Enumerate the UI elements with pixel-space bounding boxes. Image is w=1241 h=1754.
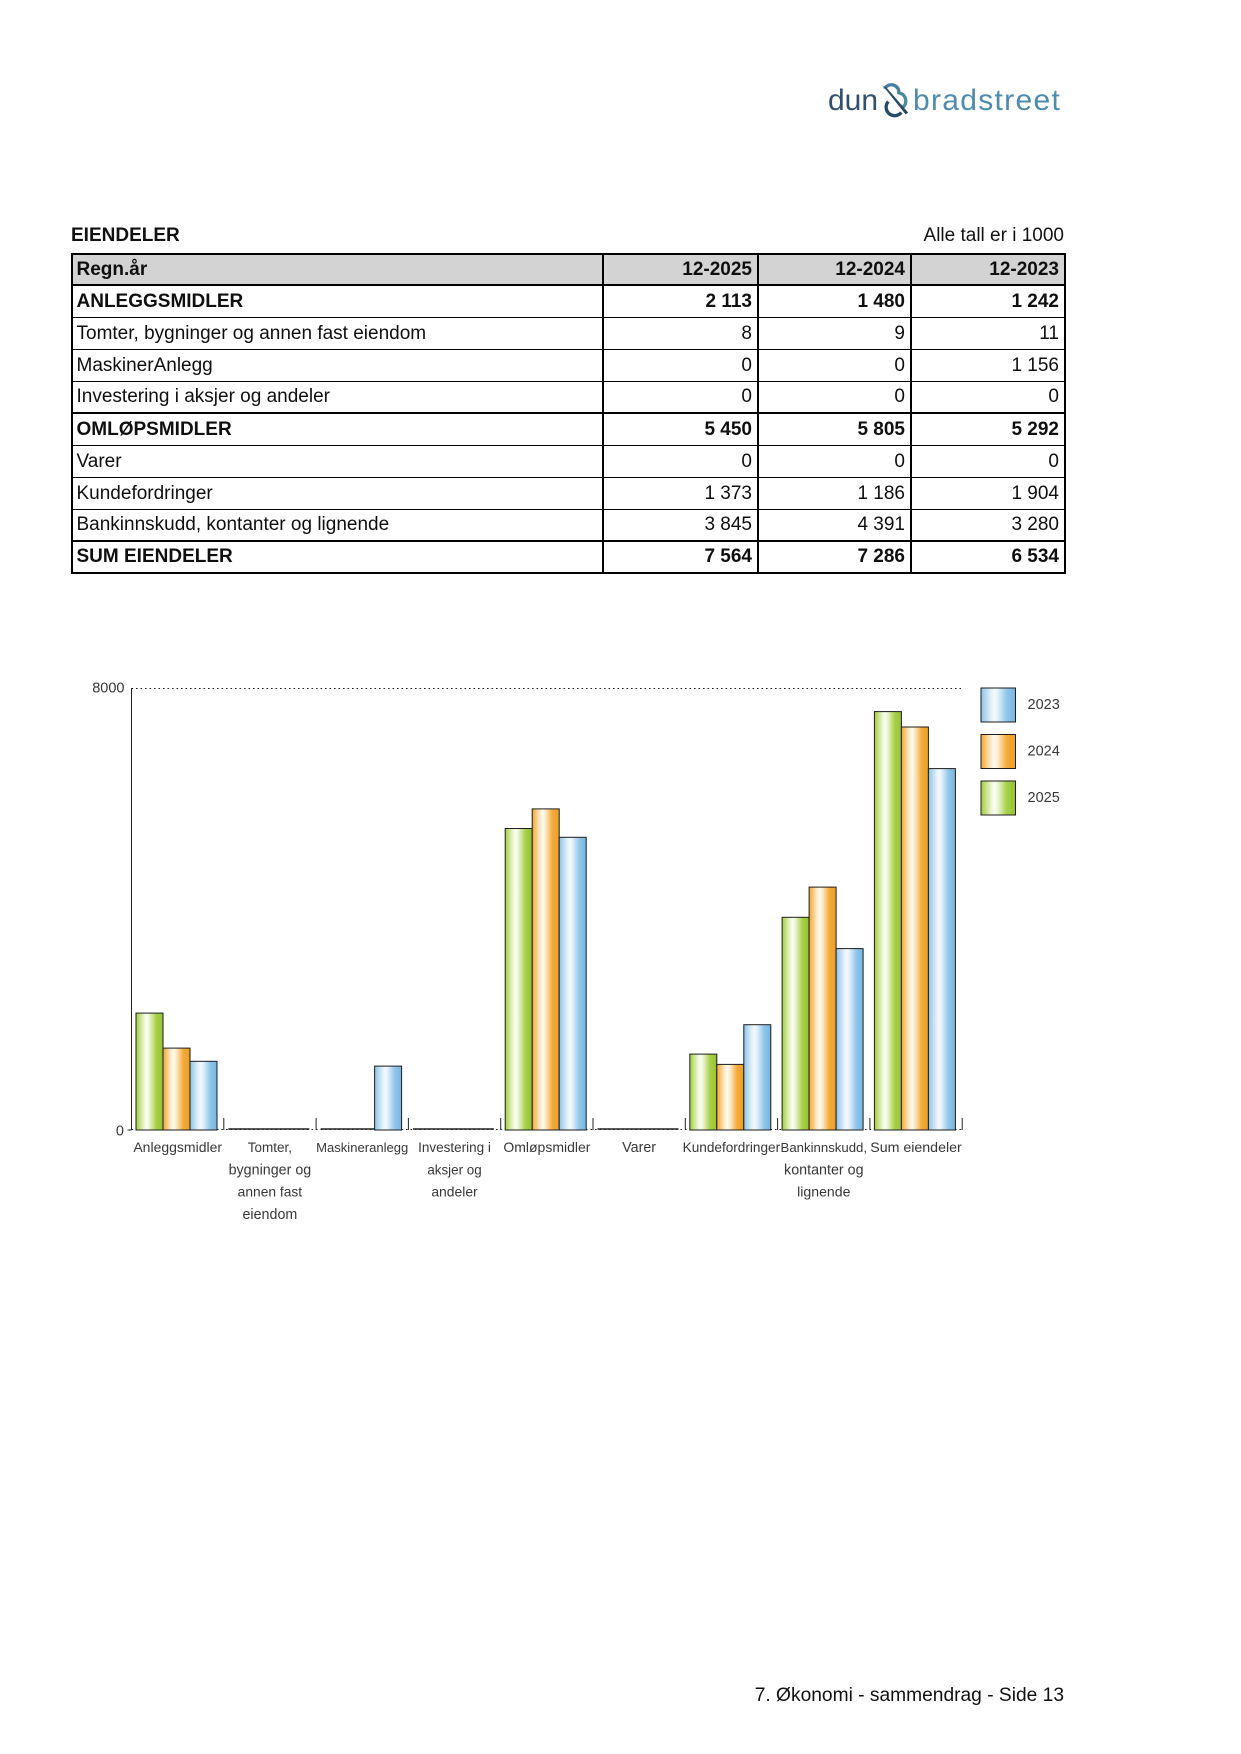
svg-text:bygninger og: bygninger og xyxy=(229,1162,312,1178)
svg-text:8000: 8000 xyxy=(92,681,124,697)
svg-text:Varer: Varer xyxy=(622,1140,656,1156)
svg-text:annen fast: annen fast xyxy=(238,1185,303,1200)
svg-text:aksjer og: aksjer og xyxy=(427,1162,481,1177)
svg-text:lignende: lignende xyxy=(797,1184,850,1200)
svg-text:Sum eiendeler: Sum eiendeler xyxy=(870,1140,962,1156)
svg-text:Omløpsmidler: Omløpsmidler xyxy=(503,1139,590,1155)
svg-text:Bankinnskudd,: Bankinnskudd, xyxy=(781,1140,868,1155)
svg-text:Tomter,: Tomter, xyxy=(248,1140,292,1155)
svg-text:2024: 2024 xyxy=(1028,744,1060,760)
svg-text:Investering i: Investering i xyxy=(418,1140,491,1155)
svg-text:Anleggsmidler: Anleggsmidler xyxy=(133,1139,222,1155)
svg-text:Kundefordringer: Kundefordringer xyxy=(683,1140,781,1155)
svg-text:Maskineranlegg: Maskineranlegg xyxy=(316,1140,408,1155)
svg-text:2025: 2025 xyxy=(1028,790,1060,806)
svg-text:0: 0 xyxy=(116,1124,124,1140)
svg-text:eiendom: eiendom xyxy=(242,1207,297,1223)
svg-text:andeler: andeler xyxy=(431,1184,478,1200)
svg-text:kontanter og: kontanter og xyxy=(784,1162,864,1178)
svg-text:2023: 2023 xyxy=(1028,697,1060,713)
